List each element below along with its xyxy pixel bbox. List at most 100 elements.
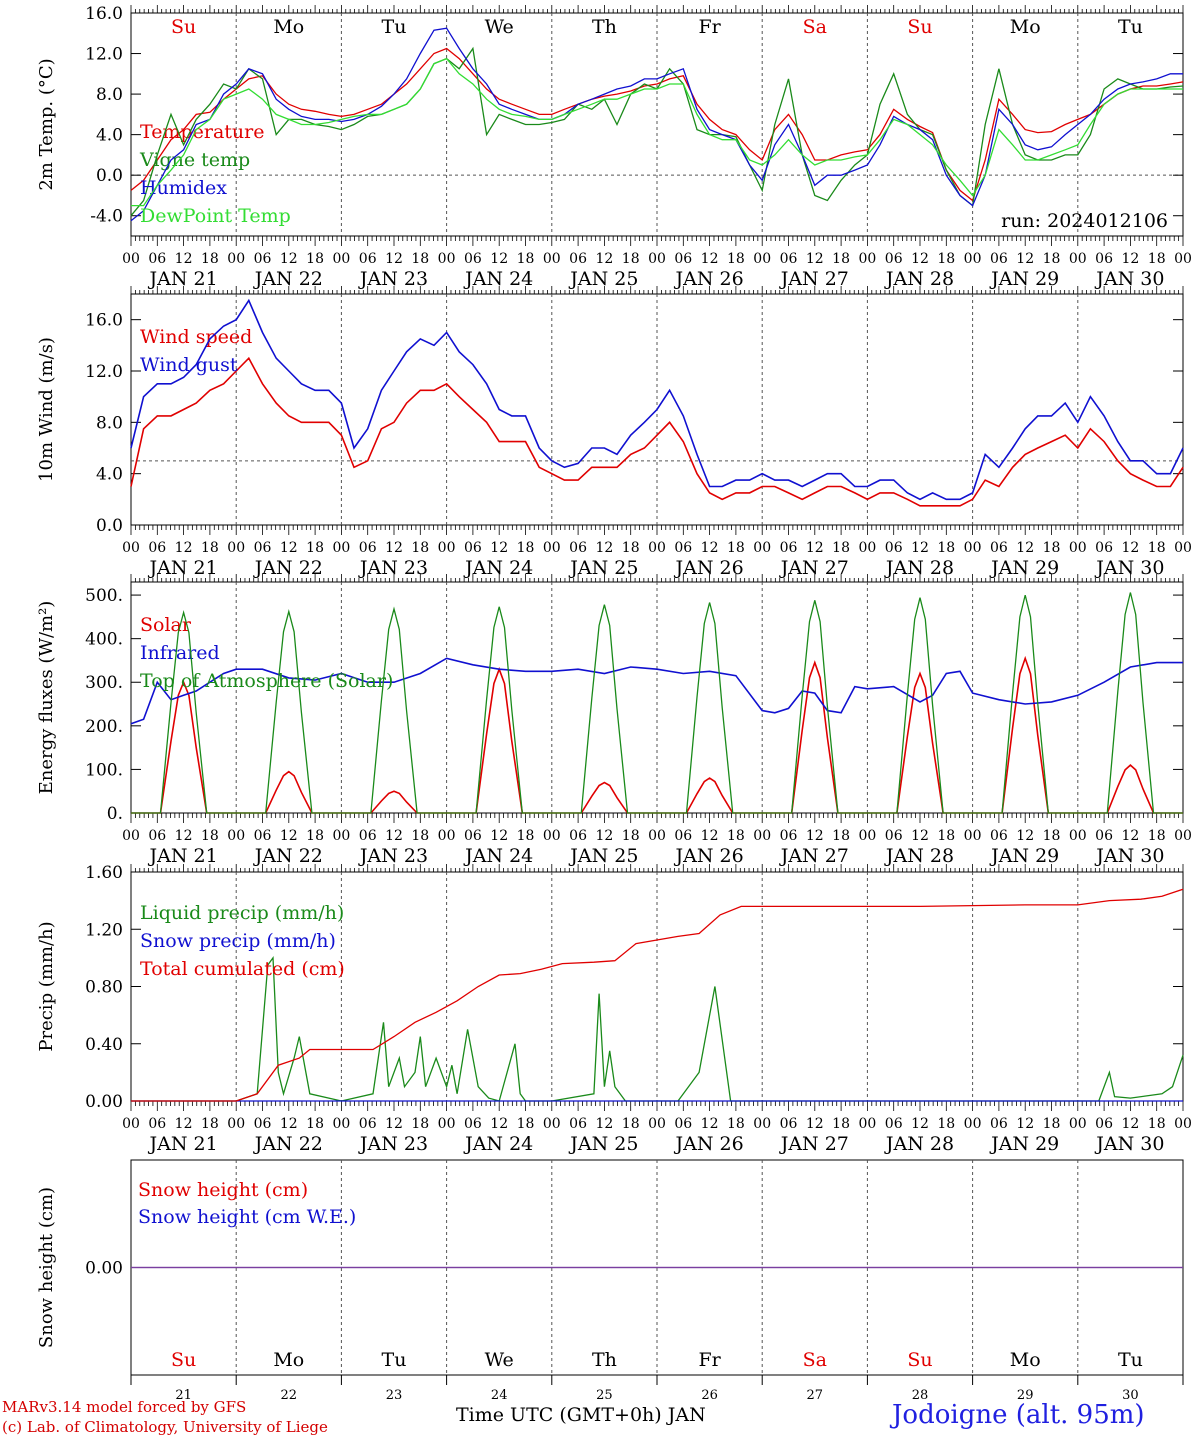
y-axis-label: Snow height (cm) [36, 1187, 57, 1348]
hour-tick-label: 18 [727, 828, 745, 844]
legend-entry: Liquid precip (mm/h) [140, 902, 344, 924]
hour-tick-label: 18 [727, 540, 745, 556]
hour-tick-label: 18 [1148, 828, 1166, 844]
hour-tick-label: 00 [858, 251, 876, 267]
hour-tick-label: 12 [911, 828, 929, 844]
date-label: JAN 30 [1094, 268, 1164, 290]
hour-tick-label: 18 [201, 1116, 219, 1132]
hour-tick-label: 06 [990, 1116, 1008, 1132]
day-name-label: Su [907, 1349, 932, 1371]
hour-tick-label: 18 [1043, 1116, 1061, 1132]
date-label: JAN 25 [568, 845, 638, 867]
y-axis-label: Precip (mm/h) [36, 921, 57, 1051]
y-tick-label: 16.0 [85, 311, 123, 331]
day-number-label: 22 [281, 1388, 298, 1403]
series-line-dewpoint-temp [131, 57, 1183, 207]
day-number-label: 25 [596, 1388, 613, 1403]
hour-tick-label: 12 [911, 1116, 929, 1132]
day-number-label: 29 [1017, 1388, 1034, 1403]
date-label: JAN 30 [1094, 845, 1164, 867]
hour-tick-label: 12 [490, 1116, 508, 1132]
hour-tick-label: 12 [806, 251, 824, 267]
panel-3: 0. 100. 200. 300. 400. 500. Energy fluxes (W/m… [36, 574, 1192, 867]
hour-tick-label: 00 [543, 540, 561, 556]
hour-tick-label: 12 [1016, 1116, 1034, 1132]
hour-tick-label: 00 [122, 251, 140, 267]
day-name-label: Tu [382, 16, 407, 38]
day-number-label: 26 [701, 1388, 718, 1403]
hour-tick-label: 00 [1069, 251, 1087, 267]
hour-tick-label: 12 [490, 828, 508, 844]
hour-tick-label: 00 [648, 828, 666, 844]
hour-tick-label: 18 [832, 540, 850, 556]
series-line-wind-gust [130, 298, 1184, 501]
hour-tick-label: 12 [1016, 251, 1034, 267]
hour-tick-label: 00 [858, 828, 876, 844]
hour-tick-label: 00 [648, 1116, 666, 1132]
hour-tick-label: 00 [332, 251, 350, 267]
hour-tick-label: 06 [464, 1116, 482, 1132]
hour-tick-label: 06 [780, 251, 798, 267]
y-tick-label: 8.0 [96, 85, 123, 105]
hour-tick-label: 00 [964, 828, 982, 844]
hour-tick-label: 12 [701, 540, 719, 556]
hour-tick-label: 06 [674, 828, 692, 844]
hour-tick-label: 18 [201, 828, 219, 844]
date-label: JAN 23 [358, 268, 428, 290]
x-axis-title: Time UTC (GMT+0h) JAN [456, 1404, 706, 1426]
hour-tick-label: 06 [1095, 828, 1113, 844]
hour-tick-label: 12 [1016, 540, 1034, 556]
hour-tick-label: 18 [411, 828, 429, 844]
hour-tick-label: 06 [674, 540, 692, 556]
hour-tick-label: 00 [964, 1116, 982, 1132]
date-label: JAN 23 [358, 845, 428, 867]
hour-tick-label: 18 [201, 540, 219, 556]
legend-entry: Humidex [140, 177, 227, 199]
hour-tick-label: 12 [1121, 540, 1139, 556]
panel-4: 0.00 0.40 0.80 1.20 1.60 Precip (mm/h) 00 06 12 1… [36, 863, 1192, 1155]
hour-tick-label: 00 [227, 540, 245, 556]
hour-tick-label: 06 [780, 1116, 798, 1132]
model-credit: MARv3.14 model forced by GFS [2, 1398, 247, 1416]
date-label: JAN 22 [253, 845, 323, 867]
hour-tick-label: 12 [911, 540, 929, 556]
hour-tick-label: 06 [569, 540, 587, 556]
date-label: JAN 22 [253, 1133, 323, 1155]
hour-tick-label: 18 [727, 1116, 745, 1132]
panel-5: 0.00 Snow height (cm) 21 22 23 24 25 26 27 28 29 30… [36, 1159, 1184, 1403]
y-axis-label: 2m Temp. (°C) [36, 58, 57, 190]
hour-tick-label: 18 [1148, 1116, 1166, 1132]
hour-tick-label: 06 [1095, 540, 1113, 556]
hour-tick-label: 06 [674, 251, 692, 267]
hour-tick-label: 00 [543, 828, 561, 844]
hour-tick-label: 12 [806, 540, 824, 556]
hour-tick-label: 00 [753, 1116, 771, 1132]
hour-tick-label: 00 [648, 540, 666, 556]
hour-tick-label: 18 [937, 540, 955, 556]
hour-tick-label: 06 [885, 1116, 903, 1132]
hour-tick-label: 12 [701, 828, 719, 844]
y-tick-label: 4.0 [96, 126, 123, 146]
date-label: JAN 24 [463, 557, 533, 579]
hour-tick-label: 00 [543, 1116, 561, 1132]
hour-tick-label: 00 [964, 251, 982, 267]
date-label: JAN 24 [463, 845, 533, 867]
hour-tick-label: 12 [595, 828, 613, 844]
date-label: JAN 22 [253, 557, 323, 579]
legend-entry: Wind gust [140, 354, 238, 376]
hour-tick-label: 06 [780, 828, 798, 844]
date-label: JAN 25 [568, 268, 638, 290]
legend-entry: Wind speed [140, 326, 252, 348]
y-axis-label: Energy fluxes (W/m²) [36, 601, 57, 795]
day-name-label: Mo [1010, 1349, 1041, 1371]
hour-tick-label: 06 [359, 828, 377, 844]
hour-tick-label: 06 [885, 540, 903, 556]
hour-tick-label: 06 [990, 251, 1008, 267]
hour-tick-label: 18 [832, 828, 850, 844]
y-tick-label: 0.0 [96, 516, 123, 536]
hour-tick-label: 06 [674, 1116, 692, 1132]
plot-frame [130, 12, 1184, 237]
y-tick-label: 0. [107, 804, 123, 824]
date-label: JAN 26 [674, 1133, 744, 1155]
day-name-label: Tu [1118, 1349, 1143, 1371]
